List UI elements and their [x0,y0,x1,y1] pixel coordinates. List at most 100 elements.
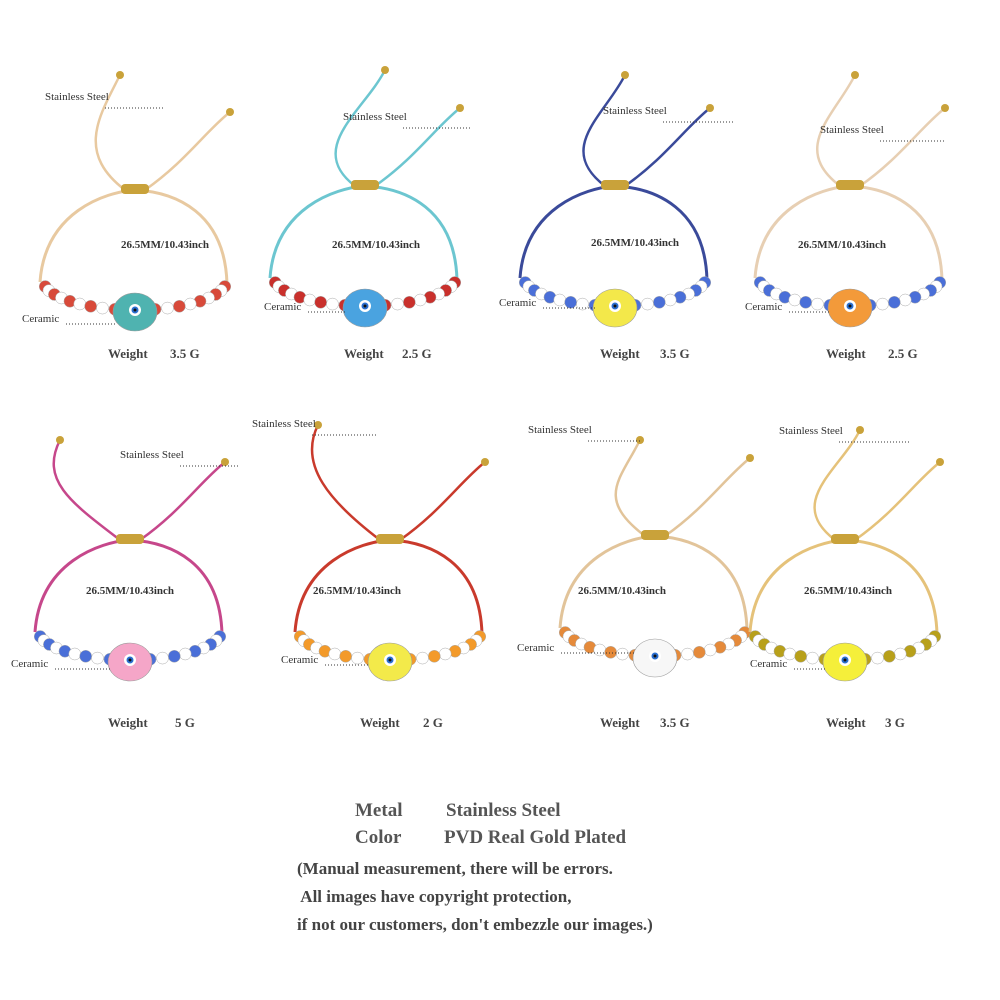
end-bead [936,458,944,466]
bead [96,301,109,315]
knot [831,534,859,544]
bead [403,296,416,309]
bead [303,293,317,307]
ceramic-label: Ceramic [750,658,787,670]
steel-label: Stainless Steel [528,424,592,436]
bead [91,651,104,665]
size-label: 26.5MM/10.43inch [332,239,420,251]
bead [871,651,884,665]
bead [553,293,567,307]
bead [616,647,629,661]
cord [38,188,229,285]
steel-label: Stainless Steel [603,105,667,117]
cord [334,69,387,187]
product: Stainless Steel 26.5MM/10.43inch Ceramic We… [11,436,240,730]
weight-label: Weight [360,715,400,730]
bead [314,296,327,309]
steel-label: Stainless Steel [343,111,407,123]
cord [854,461,941,542]
end-bead [636,436,644,444]
product: Stainless Steel 26.5MM/10.43inch Ceramic We… [517,424,754,730]
note: All images have copyright protection, [297,887,572,906]
end-bead [856,426,864,434]
end-bead [116,71,124,79]
steel-label: Stainless Steel [120,449,184,461]
weight-value: 2.5 G [888,346,918,361]
weight-label: Weight [600,346,640,361]
ceramic-label: Ceramic [264,301,301,313]
product: Stainless Steel 26.5MM/10.43inch Ceramic We… [499,71,735,361]
weight-value: 2.5 G [402,346,432,361]
size-label: 26.5MM/10.43inch [578,585,666,597]
weight-value: 3.5 G [170,346,200,361]
end-bead [226,108,234,116]
bead [428,650,441,663]
end-bead [56,436,64,444]
knot [601,180,629,190]
cord [753,184,944,281]
cord [518,184,709,281]
end-bead [706,104,714,112]
weight-label: Weight [826,346,866,361]
bead [84,300,97,313]
bead [413,293,427,307]
eye [613,304,617,308]
bead [811,297,824,311]
eye [133,308,137,312]
end-bead [456,104,464,112]
cord [664,457,751,538]
weight-label: Weight [108,346,148,361]
spec-value: Stainless Steel [446,800,561,821]
bead [391,297,404,311]
bead [794,650,807,663]
weight-label: Weight [600,715,640,730]
knot [121,184,149,194]
bead [641,297,654,311]
bead [161,301,174,315]
weight-value: 3.5 G [660,346,690,361]
bead [351,651,364,665]
cord [144,111,231,192]
bead [178,647,192,661]
product: Stainless Steel 26.5MM/10.43inch Ceramic We… [252,418,489,730]
bead [156,651,169,665]
bead [564,296,577,309]
bead [788,293,802,307]
cord [52,439,121,541]
product: Stainless Steel 26.5MM/10.43inch Ceramic We… [745,71,949,361]
bead [893,647,907,661]
product: Stainless Steel 26.5MM/10.43inch Ceramic We… [748,425,944,730]
size-label: 26.5MM/10.43inch [804,585,892,597]
eye [363,304,367,308]
cord [374,107,461,188]
spec-label: Metal [355,800,402,821]
end-bead [746,454,754,462]
eye [848,304,852,308]
steel-label: Stainless Steel [779,425,843,437]
bead [328,647,342,661]
end-bead [481,458,489,466]
end-bead [381,66,389,74]
size-label: 26.5MM/10.43inch [121,239,209,251]
bead [604,646,617,659]
bead [183,297,197,311]
end-bead [941,104,949,112]
size-label: 26.5MM/10.43inch [591,237,679,249]
ceramic-label: Ceramic [22,313,59,325]
cord [624,107,711,188]
cord [614,439,646,537]
bead [898,293,912,307]
bead [883,650,896,663]
cord [813,429,862,541]
end-bead [221,458,229,466]
bead [73,297,87,311]
bead [693,646,706,659]
eye [128,658,132,662]
cord [816,74,857,187]
ceramic-label: Ceramic [517,642,554,654]
bead [438,647,452,661]
weight-value: 2 G [423,715,443,730]
bead [173,300,186,313]
size-label: 26.5MM/10.43inch [798,239,886,251]
